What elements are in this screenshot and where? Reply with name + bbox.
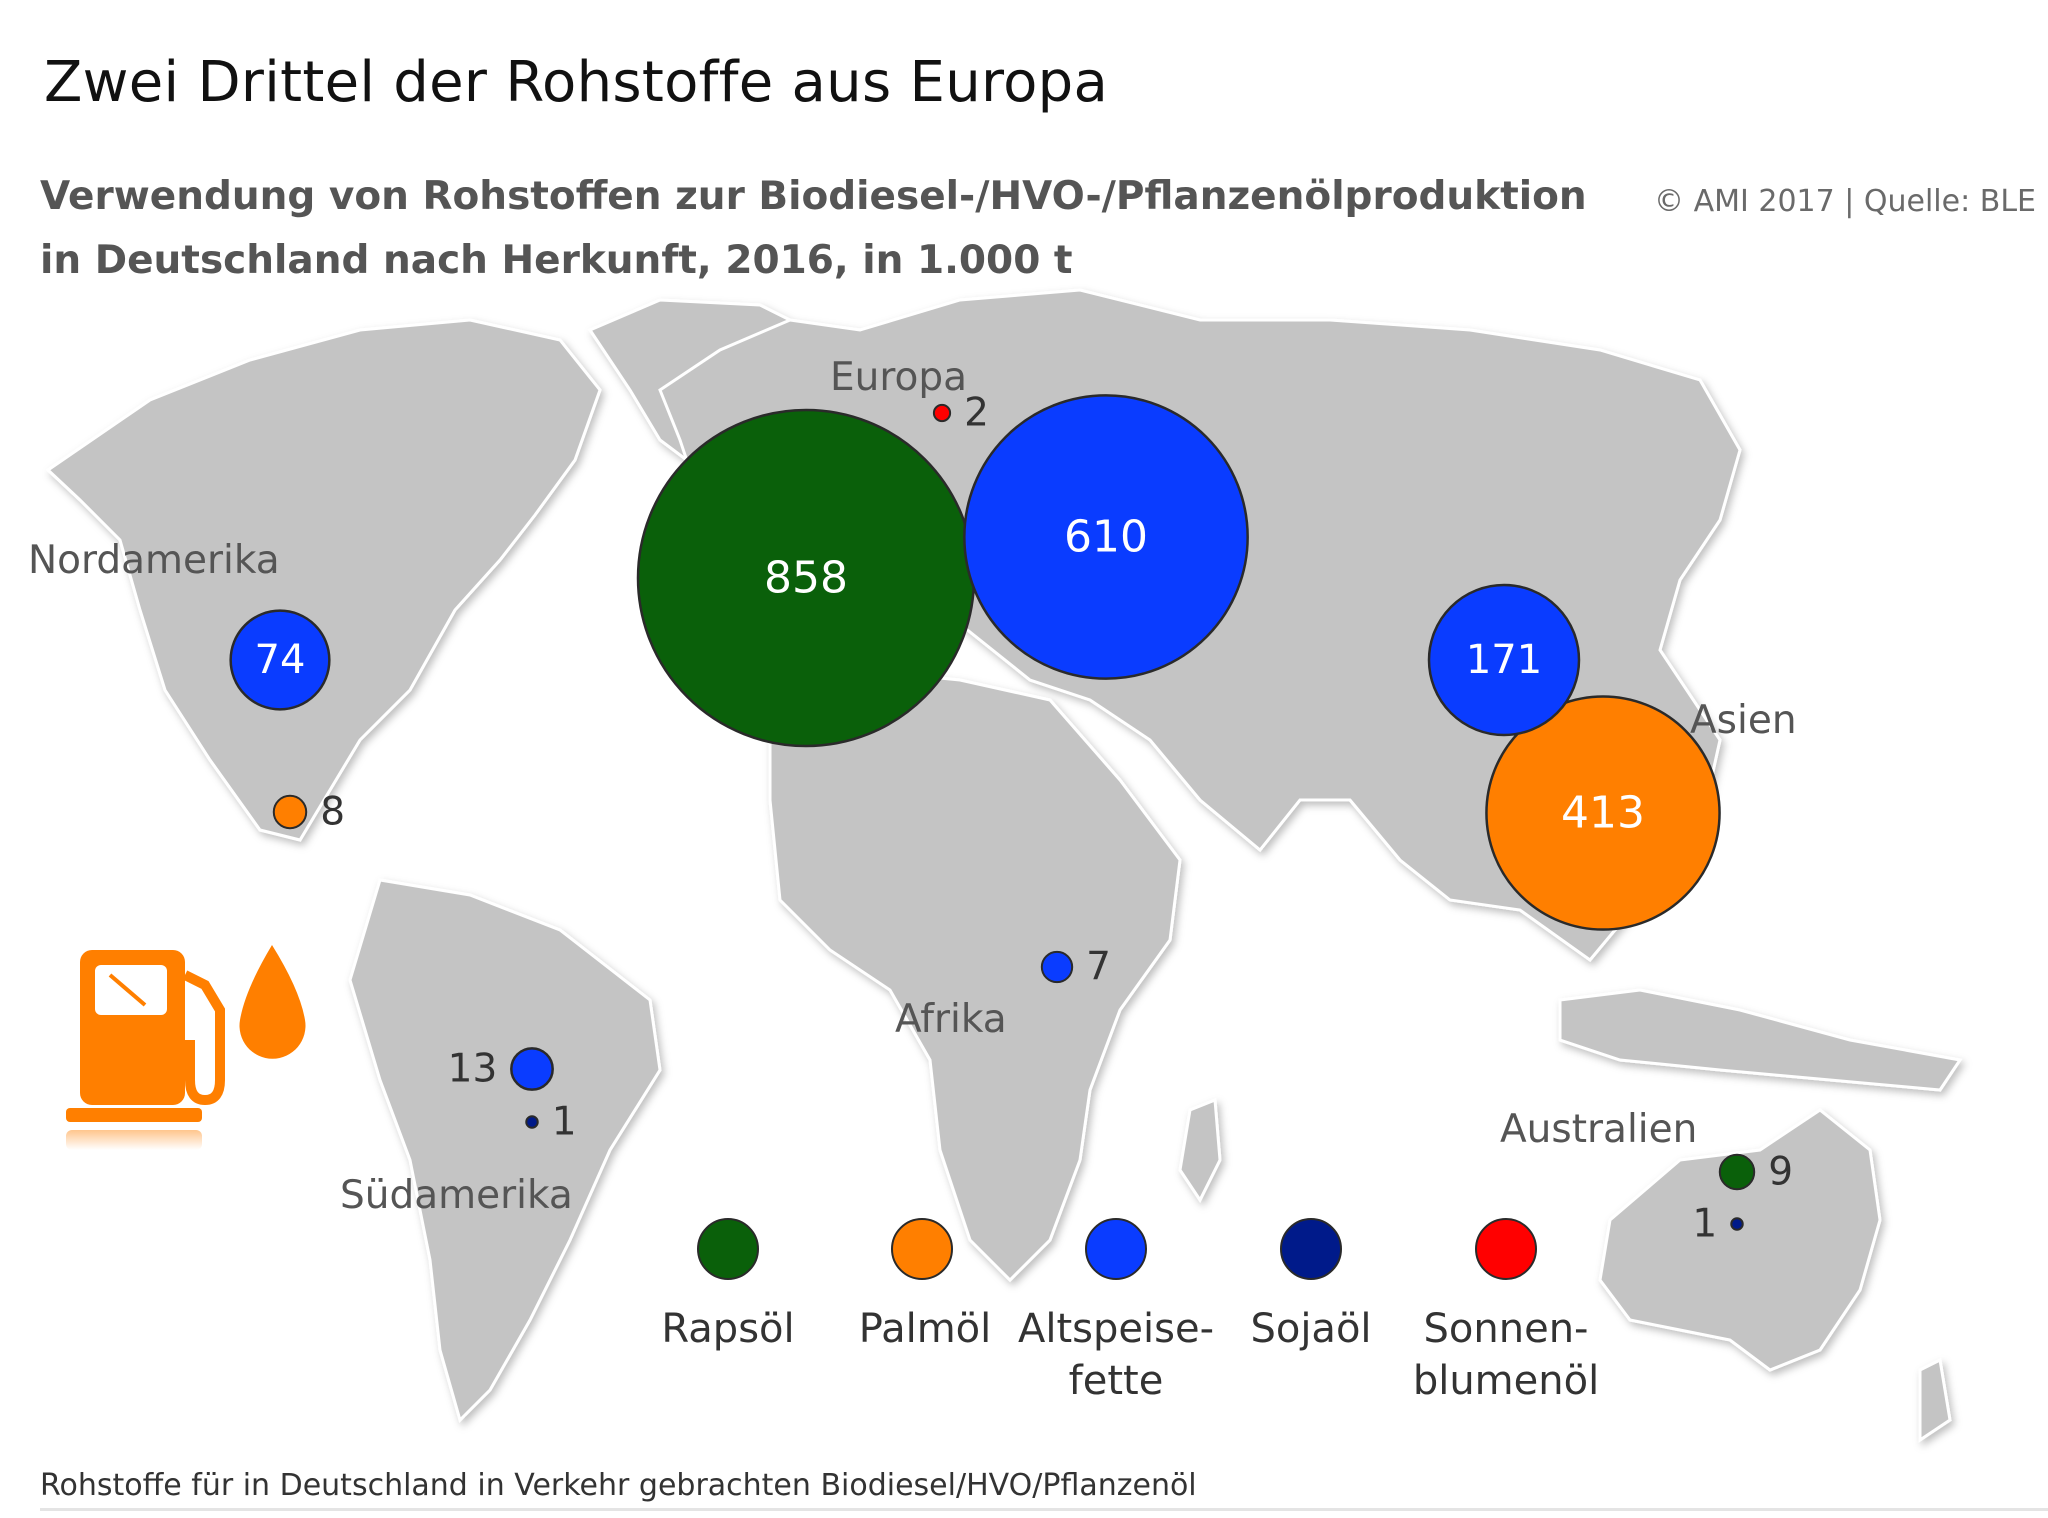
region-label-suedamerika: Südamerika [340, 1173, 573, 1218]
bubble-value-europa-raps: 858 [764, 553, 848, 604]
bubble-australien-raps [1718, 1153, 1756, 1191]
region-label-europa: Europa [830, 355, 967, 400]
bubble-nordamerika-palm [272, 794, 308, 830]
bubble-asien-alt [1427, 583, 1581, 737]
bubble-suedamerika-soja [525, 1115, 539, 1129]
bubble-asien-palm [1485, 695, 1721, 931]
bubble-value-asien-alt: 171 [1466, 637, 1542, 683]
bubbles-layer: 858 610 413 171 74 13 9 8 7 2 1 1 [229, 391, 1793, 1247]
bubble-value-australien-raps: 9 [1768, 1150, 1793, 1195]
bubble-value-nordamerika-alt: 74 [255, 637, 306, 683]
bubble-value-afrika-alt: 7 [1086, 945, 1111, 990]
legend-label-soja: Sojaöl [1250, 1306, 1371, 1352]
bubble-value-nordamerika-palm: 8 [320, 790, 345, 835]
bubble-afrika-alt [1040, 950, 1074, 984]
bubble-europa-alt [963, 394, 1249, 680]
legend-label-raps: Rapsöl [661, 1306, 794, 1352]
bubble-value-suedamerika-alt: 13 [448, 1047, 498, 1092]
bubble-nordamerika-alt [229, 609, 331, 711]
chart-title: Zwei Drittel der Rohstoffe aus Europa [44, 50, 1109, 115]
bubble-value-suedamerika-soja: 1 [552, 1100, 577, 1145]
chart-subtitle-line-2: in Deutschland nach Herkunft, 2016, in 1… [40, 238, 1073, 283]
bubble-value-europa-sonnen: 2 [964, 391, 989, 436]
region-label-nordamerika: Nordamerika [28, 538, 280, 583]
region-label-asien: Asien [1690, 698, 1797, 743]
source-credit: © AMI 2017 | Quelle: BLE [1654, 184, 2036, 219]
bubble-australien-soja [1730, 1217, 1744, 1231]
region-label-australien: Australien [1500, 1107, 1697, 1152]
landmass-madagascar [1178, 1097, 1222, 1203]
legend: Rapsöl Palmöl Altspeise-fette Sojaöl Sonnen-… [661, 1218, 1599, 1404]
fuel-pump-with-oil-drop-icon [66, 945, 306, 1150]
landmass-australia [1598, 1108, 1882, 1372]
bubble-europa-sonnen [932, 403, 952, 423]
legend-swatch-raps [697, 1218, 759, 1280]
legend-swatch-alt [1085, 1218, 1147, 1280]
legend-label-sonnen-2: blumenöl [1413, 1358, 1599, 1404]
footer-divider [40, 1508, 2048, 1511]
legend-swatch-palm [891, 1218, 953, 1280]
region-label-afrika: Afrika [895, 997, 1007, 1042]
landmass-new-zealand [1918, 1357, 1952, 1443]
bubble-suedamerika-alt [510, 1047, 554, 1091]
landmass-south-america [348, 878, 662, 1423]
legend-label-alt-1: Altspeise- [1018, 1306, 1214, 1352]
legend-label-sonnen-1: Sonnen- [1424, 1306, 1589, 1352]
bubble-value-australien-soja: 1 [1692, 1202, 1717, 1247]
legend-swatch-soja [1280, 1218, 1342, 1280]
chart-subtitle-line-1: Verwendung von Rohstoffen zur Biodiesel-… [40, 174, 1587, 219]
landmass-north-america [45, 318, 602, 842]
landmass-indonesia [1558, 988, 1963, 1092]
legend-label-alt-2: fette [1069, 1358, 1164, 1404]
bubble-value-europa-alt: 610 [1064, 512, 1148, 563]
legend-swatch-sonnen [1475, 1218, 1537, 1280]
legend-label-palm: Palmöl [859, 1306, 992, 1352]
footnote: Rohstoffe für in Deutschland in Verkehr … [40, 1468, 1197, 1503]
landmass-africa [768, 668, 1182, 1283]
bubble-value-asien-palm: 413 [1561, 788, 1645, 839]
region-labels-layer: Europa Nordamerika Asien Afrika Südamerika Au… [28, 355, 1797, 1218]
